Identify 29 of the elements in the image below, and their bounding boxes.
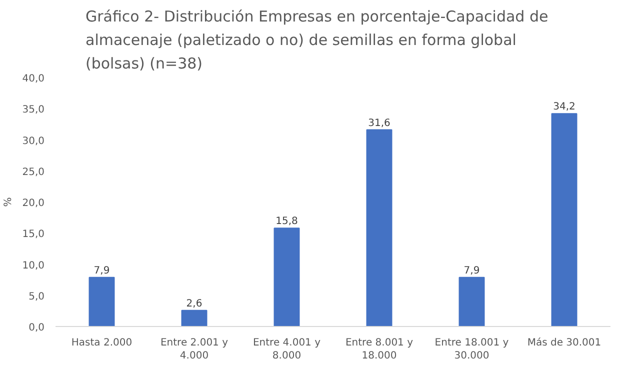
data-label: 2,6	[186, 298, 202, 310]
bar	[274, 228, 300, 326]
bar	[181, 310, 208, 326]
y-tick-label: 0,0	[28, 322, 45, 334]
x-tick-label: Entre 4.001 y 8.000	[252, 338, 321, 362]
y-tick-label: 30,0	[22, 136, 44, 147]
bar	[458, 276, 485, 326]
bar	[366, 129, 392, 326]
chart-title: Gráfico 2- Distribución Empresas en porcentaje-Capacidad de almacenaje (paletizado o no) de semillas en forma global (bolsas) (n=38)	[86, 8, 548, 72]
y-tick-label: 10,0	[22, 260, 44, 272]
data-label: 7,9	[94, 265, 110, 276]
y-tick-label: 35,0	[22, 104, 44, 116]
bar	[88, 276, 115, 326]
y-tick-label: 5,0	[28, 291, 45, 302]
data-label: 31,6	[368, 118, 390, 129]
x-tick-label: Hasta 2.000	[71, 338, 132, 348]
y-tick-label: 25,0	[22, 166, 44, 178]
x-tick-label: Entre 2.001 y 4.000	[160, 338, 228, 362]
data-label: 15,8	[276, 216, 298, 228]
x-tick-label: Entre 8.001 y 18.000	[345, 338, 414, 362]
bar	[551, 113, 578, 326]
data-label: 7,9	[464, 265, 480, 276]
data-label: 34,2	[553, 102, 576, 113]
y-tick-label: 15,0	[22, 229, 44, 240]
y-tick-label: 20,0	[22, 198, 44, 209]
x-tick-label: Entre 18.001 y 30.000	[434, 338, 509, 362]
y-axis-title: %	[3, 197, 14, 207]
x-tick-label: Más de 30.001	[527, 338, 602, 348]
y-tick-label: 40,0	[22, 74, 44, 84]
